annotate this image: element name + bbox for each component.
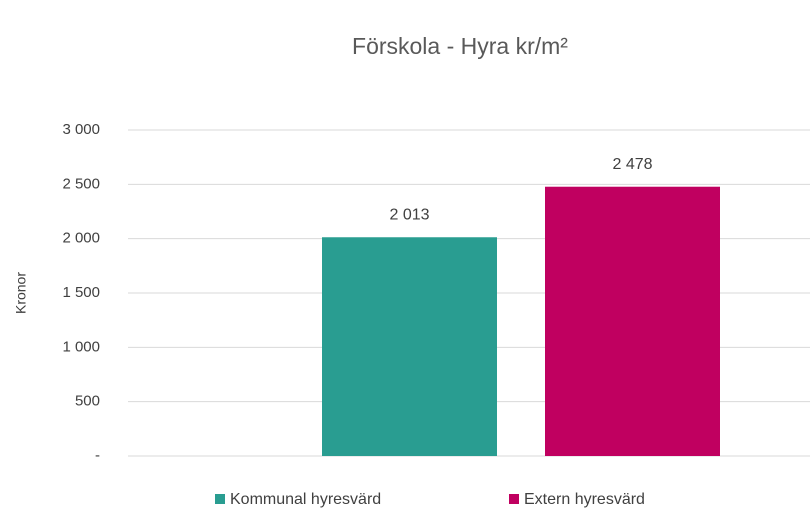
y-tick-label: 500 [75,393,100,410]
legend-label: Kommunal hyresvärd [230,491,381,508]
y-axis-label: Kronor [13,272,29,314]
y-tick-label: - [95,447,100,464]
legend-swatch [215,494,225,504]
chart-title: Förskola - Hyra kr/m² [352,33,568,59]
y-tick-label: 1 000 [62,338,100,355]
bar [545,186,720,456]
bar [322,237,497,456]
legend-label: Extern hyresvärd [524,491,645,508]
data-label: 2 478 [612,156,652,173]
y-tick-label: 3 000 [62,121,100,138]
legend-swatch [509,494,519,504]
y-tick-label: 1 500 [62,284,100,301]
data-label: 2 013 [389,206,429,223]
y-tick-label: 2 000 [62,230,100,247]
y-tick-label: 2 500 [62,175,100,192]
